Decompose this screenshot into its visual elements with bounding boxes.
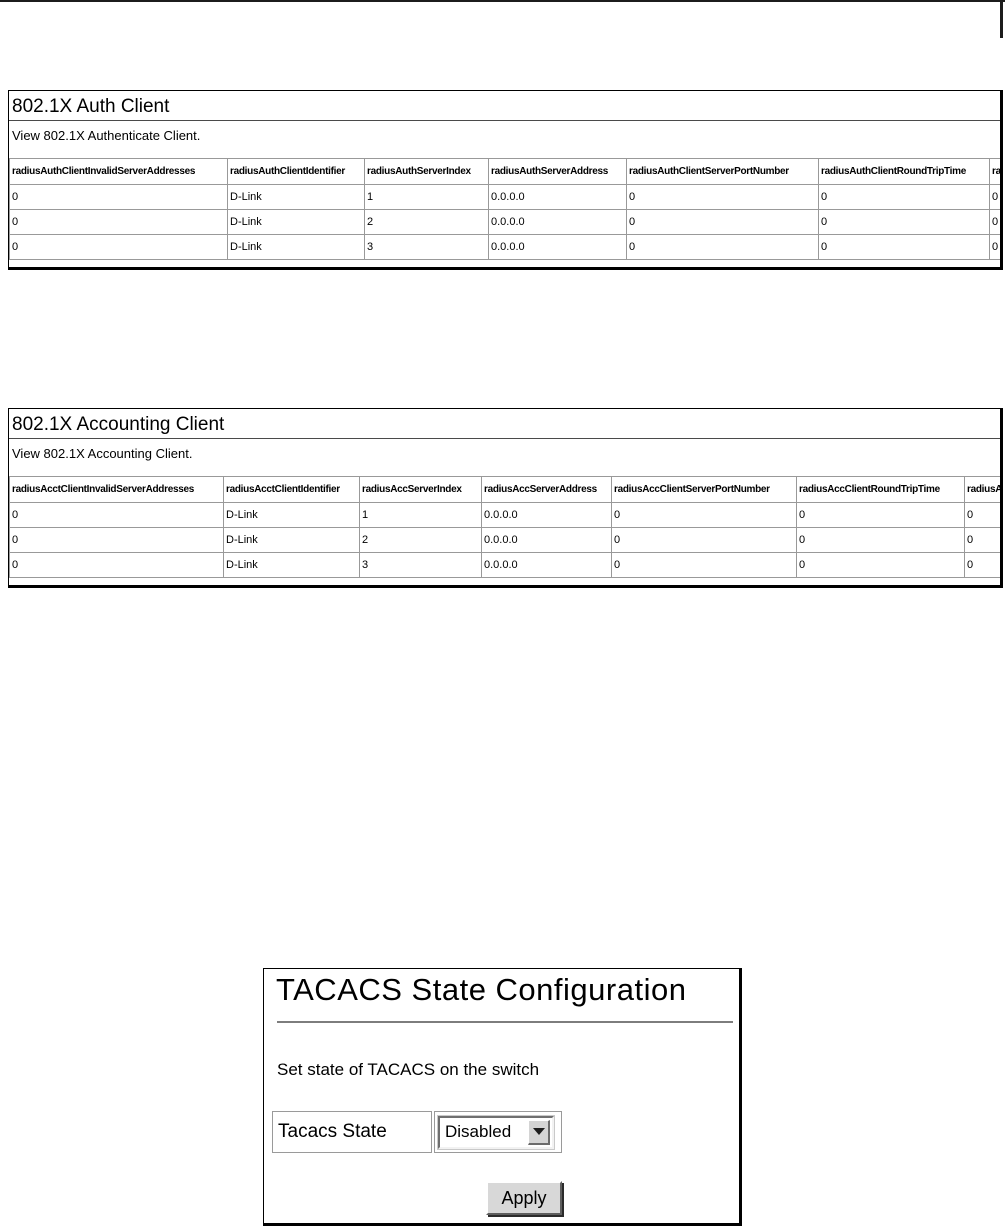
table-cell: 0.0.0.0 <box>481 502 612 528</box>
table-cell: 3 <box>364 234 489 260</box>
auth-client-subtitle: View 802.1X Authenticate Client. <box>12 128 201 143</box>
tacacs-state-select-arrow-button[interactable] <box>528 1119 550 1145</box>
table-cell: 0.0.0.0 <box>488 184 627 210</box>
table-cell: 0 <box>9 552 224 578</box>
table-cell: 0 <box>611 502 797 528</box>
column-header: radiusAuthClientRoundTripTime <box>818 158 990 185</box>
auth-client-title: 802.1X Auth Client <box>12 96 170 117</box>
tacacs-title-rule <box>277 1021 733 1023</box>
accounting-client-table: radiusAcctClientInvalidServerAddresses ra… <box>9 476 1000 578</box>
column-header: radiusAccServerAddress <box>481 476 612 503</box>
table-cell: D-Link <box>227 184 365 210</box>
table-cell: 0 <box>796 527 965 553</box>
table-row: 0 D-Link 2 0.0.0.0 0 0 0 <box>9 209 1000 235</box>
table-cell: 0 <box>9 527 224 553</box>
table-cell: D-Link <box>223 527 360 553</box>
tacacs-state-label: Tacacs State <box>272 1111 432 1153</box>
column-header: radiusA <box>964 476 1000 503</box>
table-cell: 0 <box>818 234 990 260</box>
table-cell: 0.0.0.0 <box>481 527 612 553</box>
table-cell: 0 <box>964 527 1000 553</box>
table-cell: 0 <box>818 209 990 235</box>
column-header: radiusAuthServerAddress <box>488 158 627 185</box>
accounting-client-subtitle: View 802.1X Accounting Client. <box>12 446 193 461</box>
table-cell: 0 <box>989 184 1000 210</box>
table-cell: 0 <box>626 184 819 210</box>
table-cell: 0.0.0.0 <box>488 234 627 260</box>
table-header-row: radiusAcctClientInvalidServerAddresses ra… <box>9 476 1000 503</box>
table-cell: D-Link <box>227 209 365 235</box>
table-cell: 0 <box>796 502 965 528</box>
tacacs-title: TACACS State Configuration <box>276 972 687 1007</box>
table-cell: 0 <box>964 552 1000 578</box>
tacacs-state-select[interactable]: Disabled <box>437 1114 555 1150</box>
tacacs-state-row: Tacacs State Disabled <box>270 1109 564 1155</box>
table-cell: 0 <box>964 502 1000 528</box>
crop-artifact-top-right-line <box>1000 0 1003 38</box>
table-cell: 0.0.0.0 <box>488 209 627 235</box>
table-cell: 1 <box>359 502 482 528</box>
table-cell: 0 <box>9 209 228 235</box>
tacacs-state-control-cell: Disabled <box>434 1111 562 1153</box>
table-cell: 0 <box>989 209 1000 235</box>
table-cell: 1 <box>364 184 489 210</box>
auth-client-panel: 802.1X Auth Client View 802.1X Authentic… <box>8 90 1003 270</box>
accounting-client-title: 802.1X Accounting Client <box>12 414 225 435</box>
table-row: 0 D-Link 3 0.0.0.0 0 0 0 <box>9 552 1000 578</box>
table-cell: D-Link <box>223 552 360 578</box>
table-cell: 0 <box>9 502 224 528</box>
table-row: 0 D-Link 1 0.0.0.0 0 0 0 <box>9 502 1000 528</box>
accounting-client-title-rule <box>9 438 1000 439</box>
accounting-client-panel: 802.1X Accounting Client View 802.1X Acc… <box>8 408 1003 588</box>
column-header: radiusAuthClientInvalidServerAddresses <box>9 158 228 185</box>
table-cell: 0 <box>9 234 228 260</box>
table-row: 0 D-Link 3 0.0.0.0 0 0 0 <box>9 234 1000 260</box>
column-header: radiusAccClientServerPortNumber <box>611 476 797 503</box>
column-header: radiusAuthServerIndex <box>364 158 489 185</box>
table-cell: 0 <box>611 552 797 578</box>
column-header: ra <box>989 158 1000 185</box>
column-header: radiusAccServerIndex <box>359 476 482 503</box>
table-cell: 0 <box>626 209 819 235</box>
tacacs-state-panel: TACACS State Configuration Set state of … <box>263 968 742 1226</box>
chevron-down-icon <box>532 1128 545 1135</box>
auth-client-table: radiusAuthClientInvalidServerAddresses ra… <box>9 158 1000 260</box>
column-header: radiusAcctClientInvalidServerAddresses <box>9 476 224 503</box>
column-header: radiusAccClientRoundTripTime <box>796 476 965 503</box>
column-header: radiusAuthClientIdentifier <box>227 158 365 185</box>
crop-artifact-top-line <box>0 0 1005 2</box>
table-cell: 3 <box>359 552 482 578</box>
table-cell: 2 <box>364 209 489 235</box>
tacacs-state-select-value: Disabled <box>445 1122 512 1141</box>
table-cell: 0 <box>626 234 819 260</box>
table-row: 0 D-Link 2 0.0.0.0 0 0 0 <box>9 527 1000 553</box>
column-header: radiusAuthClientServerPortNumber <box>626 158 819 185</box>
auth-client-title-rule <box>9 120 1000 121</box>
table-cell: 0 <box>818 184 990 210</box>
table-cell: 2 <box>359 527 482 553</box>
tacacs-description: Set state of TACACS on the switch <box>277 1060 540 1079</box>
table-row: 0 D-Link 1 0.0.0.0 0 0 0 <box>9 184 1000 210</box>
table-cell: 0.0.0.0 <box>481 552 612 578</box>
table-cell: D-Link <box>223 502 360 528</box>
apply-button[interactable]: Apply <box>486 1181 562 1215</box>
column-header: radiusAcctClientIdentifier <box>223 476 360 503</box>
table-cell: D-Link <box>227 234 365 260</box>
table-cell: 0 <box>796 552 965 578</box>
table-header-row: radiusAuthClientInvalidServerAddresses ra… <box>9 158 1000 185</box>
table-cell: 0 <box>9 184 228 210</box>
table-cell: 0 <box>611 527 797 553</box>
table-cell: 0 <box>989 234 1000 260</box>
